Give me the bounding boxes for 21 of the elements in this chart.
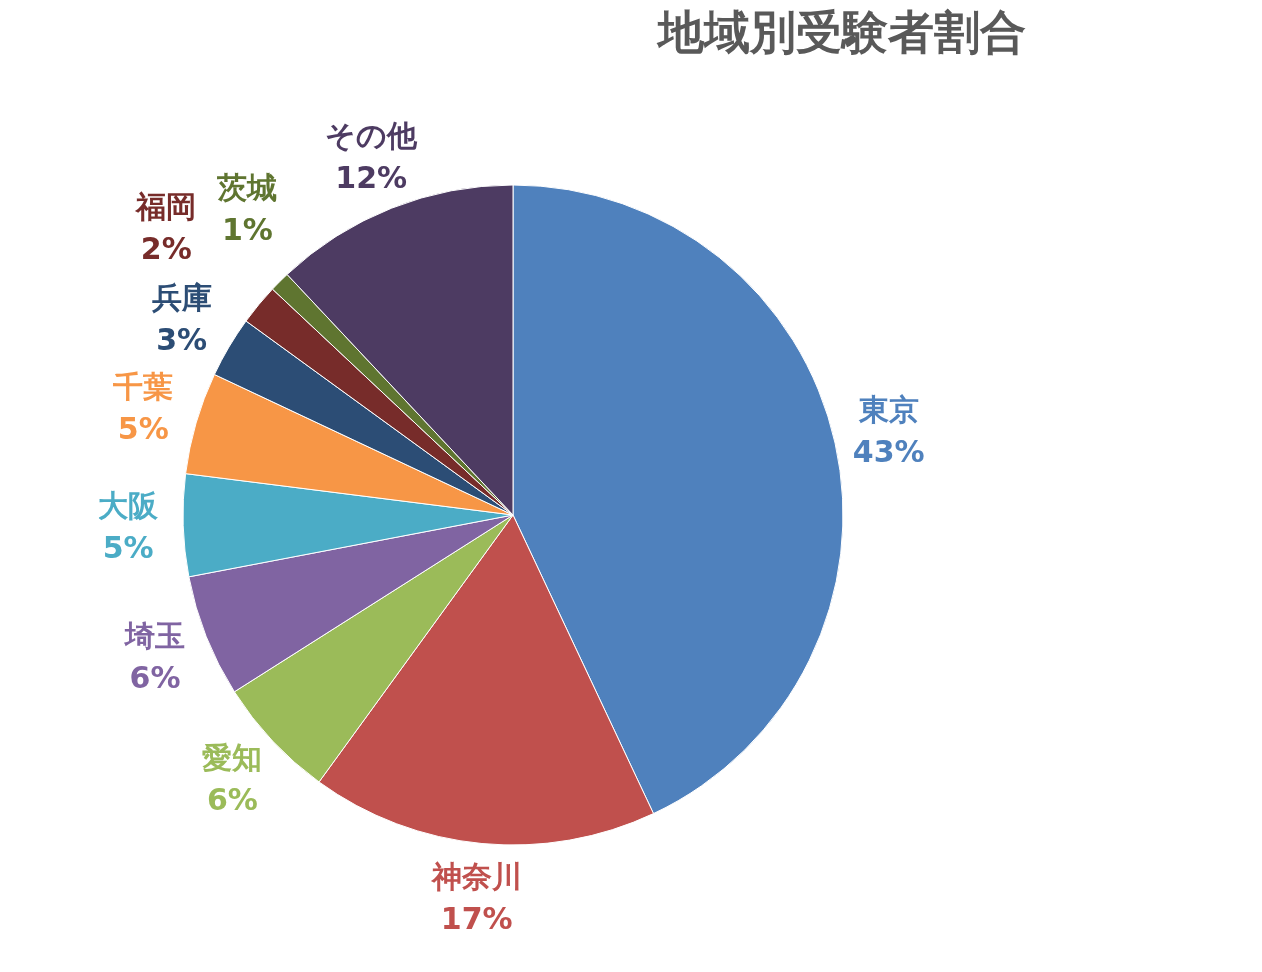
slice-label: 神奈川 <box>429 859 522 895</box>
slice-label: 愛知 <box>202 739 263 775</box>
data-label: 17% <box>440 901 513 937</box>
slice-label: 埼玉 <box>123 617 186 653</box>
chart-title: 地域別受験者割合 <box>656 4 1026 59</box>
data-label: 43% <box>852 434 925 470</box>
slice-label: 千葉 <box>112 368 174 404</box>
data-label: 3% <box>156 322 208 358</box>
data-label: 12% <box>335 160 408 196</box>
data-label: 5% <box>102 530 154 566</box>
data-label: 6% <box>129 659 181 695</box>
data-label: 1% <box>221 212 273 248</box>
slice-label: その他 <box>325 118 419 154</box>
data-label: 5% <box>117 410 169 446</box>
data-label: 2% <box>140 231 192 267</box>
slice-label: 兵庫 <box>150 280 212 316</box>
slice-label: 東京 <box>857 392 919 428</box>
slice-label: 大阪 <box>98 488 160 524</box>
slice-label: 福岡 <box>134 189 197 225</box>
data-label: 6% <box>206 781 258 817</box>
slice-label: 茨城 <box>216 170 278 206</box>
